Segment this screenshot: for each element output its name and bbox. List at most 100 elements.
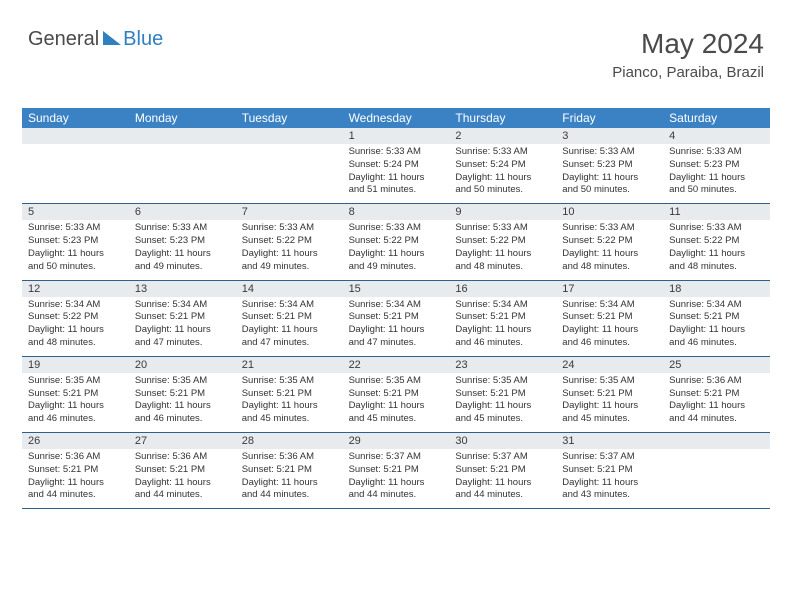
dayname-thursday: Thursday — [449, 108, 556, 128]
day-data-line: Sunrise: 5:36 AM — [28, 451, 123, 464]
day-number: 19 — [22, 357, 129, 373]
day-data-line: Sunset: 5:21 PM — [135, 311, 230, 324]
calendar-cell: 21Sunrise: 5:35 AMSunset: 5:21 PMDayligh… — [236, 357, 343, 432]
day-number: 22 — [343, 357, 450, 373]
day-number: 23 — [449, 357, 556, 373]
calendar-cell: 24Sunrise: 5:35 AMSunset: 5:21 PMDayligh… — [556, 357, 663, 432]
day-data — [236, 144, 343, 198]
day-data-line: Daylight: 11 hours — [349, 172, 444, 185]
week-row: 1Sunrise: 5:33 AMSunset: 5:24 PMDaylight… — [22, 128, 770, 204]
day-data-line: Sunset: 5:21 PM — [349, 311, 444, 324]
day-data-line: Sunset: 5:21 PM — [562, 311, 657, 324]
dayname-tuesday: Tuesday — [236, 108, 343, 128]
day-data-line: Daylight: 11 hours — [455, 477, 550, 490]
day-data-line: Sunrise: 5:36 AM — [669, 375, 764, 388]
calendar-cell — [129, 128, 236, 203]
dayname-sunday: Sunday — [22, 108, 129, 128]
day-data-line: Daylight: 11 hours — [135, 400, 230, 413]
day-data-line: Sunrise: 5:36 AM — [242, 451, 337, 464]
day-data-line: Sunset: 5:22 PM — [455, 235, 550, 248]
day-data-line: Daylight: 11 hours — [455, 324, 550, 337]
day-number: 11 — [663, 204, 770, 220]
calendar-cell: 19Sunrise: 5:35 AMSunset: 5:21 PMDayligh… — [22, 357, 129, 432]
day-number: 8 — [343, 204, 450, 220]
calendar-cell: 26Sunrise: 5:36 AMSunset: 5:21 PMDayligh… — [22, 433, 129, 508]
dayname-friday: Friday — [556, 108, 663, 128]
day-data-line: and 46 minutes. — [669, 337, 764, 350]
day-data: Sunrise: 5:35 AMSunset: 5:21 PMDaylight:… — [449, 373, 556, 432]
month-title: May 2024 — [612, 28, 764, 60]
day-data-line: Sunrise: 5:35 AM — [349, 375, 444, 388]
calendar-cell: 4Sunrise: 5:33 AMSunset: 5:23 PMDaylight… — [663, 128, 770, 203]
calendar-cell: 20Sunrise: 5:35 AMSunset: 5:21 PMDayligh… — [129, 357, 236, 432]
day-data-line: Sunrise: 5:33 AM — [455, 146, 550, 159]
day-data-line: Sunset: 5:21 PM — [242, 464, 337, 477]
day-data: Sunrise: 5:36 AMSunset: 5:21 PMDaylight:… — [663, 373, 770, 432]
day-number: 9 — [449, 204, 556, 220]
day-data: Sunrise: 5:34 AMSunset: 5:21 PMDaylight:… — [129, 297, 236, 356]
calendar-cell: 10Sunrise: 5:33 AMSunset: 5:22 PMDayligh… — [556, 204, 663, 279]
week-row: 26Sunrise: 5:36 AMSunset: 5:21 PMDayligh… — [22, 433, 770, 509]
day-data: Sunrise: 5:34 AMSunset: 5:21 PMDaylight:… — [343, 297, 450, 356]
logo-text-general: General — [28, 28, 99, 51]
day-data-line: Sunset: 5:21 PM — [455, 311, 550, 324]
day-number — [129, 128, 236, 144]
day-data: Sunrise: 5:33 AMSunset: 5:24 PMDaylight:… — [343, 144, 450, 203]
day-data-line: Daylight: 11 hours — [349, 400, 444, 413]
calendar-cell: 17Sunrise: 5:34 AMSunset: 5:21 PMDayligh… — [556, 281, 663, 356]
calendar-cell: 29Sunrise: 5:37 AMSunset: 5:21 PMDayligh… — [343, 433, 450, 508]
day-number: 12 — [22, 281, 129, 297]
day-data: Sunrise: 5:33 AMSunset: 5:22 PMDaylight:… — [236, 220, 343, 279]
day-number: 16 — [449, 281, 556, 297]
day-data-line: Sunrise: 5:33 AM — [242, 222, 337, 235]
day-data: Sunrise: 5:35 AMSunset: 5:21 PMDaylight:… — [556, 373, 663, 432]
day-data-line: and 47 minutes. — [242, 337, 337, 350]
calendar-cell — [663, 433, 770, 508]
day-number: 6 — [129, 204, 236, 220]
day-data-line: and 44 minutes. — [28, 489, 123, 502]
calendar-cell: 25Sunrise: 5:36 AMSunset: 5:21 PMDayligh… — [663, 357, 770, 432]
day-number — [236, 128, 343, 144]
logo-text-blue: Blue — [123, 28, 163, 51]
day-data-line: and 46 minutes. — [135, 413, 230, 426]
day-data-line: Daylight: 11 hours — [562, 172, 657, 185]
day-data: Sunrise: 5:33 AMSunset: 5:22 PMDaylight:… — [343, 220, 450, 279]
day-data-line: Daylight: 11 hours — [242, 324, 337, 337]
day-data-line: Sunset: 5:21 PM — [455, 388, 550, 401]
day-number: 20 — [129, 357, 236, 373]
day-data-line: and 47 minutes. — [349, 337, 444, 350]
week-row: 5Sunrise: 5:33 AMSunset: 5:23 PMDaylight… — [22, 204, 770, 280]
day-data: Sunrise: 5:37 AMSunset: 5:21 PMDaylight:… — [343, 449, 450, 508]
calendar-cell: 31Sunrise: 5:37 AMSunset: 5:21 PMDayligh… — [556, 433, 663, 508]
day-data: Sunrise: 5:33 AMSunset: 5:22 PMDaylight:… — [556, 220, 663, 279]
day-data: Sunrise: 5:33 AMSunset: 5:23 PMDaylight:… — [129, 220, 236, 279]
day-data: Sunrise: 5:35 AMSunset: 5:21 PMDaylight:… — [343, 373, 450, 432]
day-data: Sunrise: 5:37 AMSunset: 5:21 PMDaylight:… — [556, 449, 663, 508]
day-data-line: Sunrise: 5:34 AM — [242, 299, 337, 312]
day-data-line: Sunrise: 5:34 AM — [349, 299, 444, 312]
day-data-line: Daylight: 11 hours — [669, 324, 764, 337]
day-data-line: Daylight: 11 hours — [135, 248, 230, 261]
day-number: 24 — [556, 357, 663, 373]
day-data: Sunrise: 5:33 AMSunset: 5:22 PMDaylight:… — [663, 220, 770, 279]
day-data-line: Daylight: 11 hours — [242, 477, 337, 490]
day-data-line: Daylight: 11 hours — [135, 477, 230, 490]
day-data-line: Daylight: 11 hours — [562, 477, 657, 490]
day-number: 17 — [556, 281, 663, 297]
day-data-line: and 46 minutes. — [455, 337, 550, 350]
day-data-line: Sunset: 5:21 PM — [242, 311, 337, 324]
day-data-line: Sunrise: 5:33 AM — [669, 146, 764, 159]
day-number: 30 — [449, 433, 556, 449]
day-data-line: Daylight: 11 hours — [455, 248, 550, 261]
calendar-cell: 9Sunrise: 5:33 AMSunset: 5:22 PMDaylight… — [449, 204, 556, 279]
calendar-cell: 30Sunrise: 5:37 AMSunset: 5:21 PMDayligh… — [449, 433, 556, 508]
day-data-line: Sunrise: 5:35 AM — [455, 375, 550, 388]
day-data-line: Sunset: 5:21 PM — [669, 388, 764, 401]
day-data-line: Sunrise: 5:34 AM — [28, 299, 123, 312]
location-text: Pianco, Paraiba, Brazil — [612, 64, 764, 81]
day-data-line: and 44 minutes. — [669, 413, 764, 426]
calendar-cell: 11Sunrise: 5:33 AMSunset: 5:22 PMDayligh… — [663, 204, 770, 279]
day-data-line: Sunset: 5:22 PM — [28, 311, 123, 324]
day-data-line: Sunrise: 5:33 AM — [562, 222, 657, 235]
day-number: 27 — [129, 433, 236, 449]
